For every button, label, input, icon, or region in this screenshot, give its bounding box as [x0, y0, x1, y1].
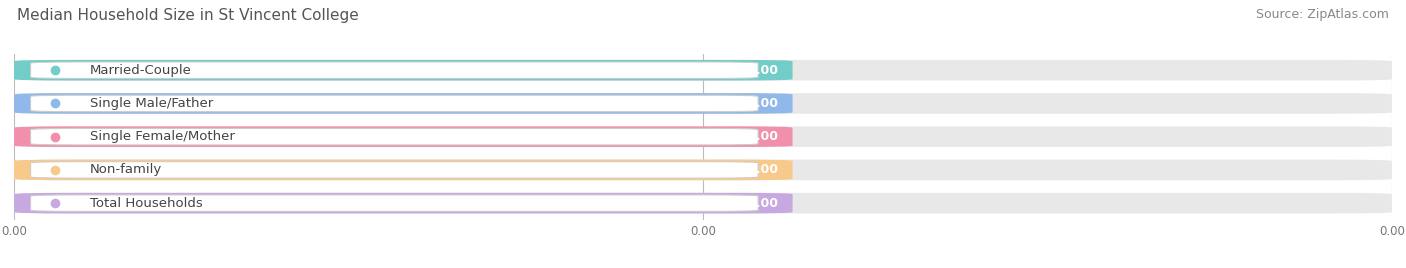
FancyBboxPatch shape	[14, 160, 1392, 180]
FancyBboxPatch shape	[14, 60, 1392, 80]
FancyBboxPatch shape	[14, 93, 793, 114]
Text: 0.00: 0.00	[748, 130, 779, 143]
Text: Single Male/Father: Single Male/Father	[90, 97, 214, 110]
FancyBboxPatch shape	[14, 193, 793, 213]
FancyBboxPatch shape	[31, 162, 758, 178]
Text: Source: ZipAtlas.com: Source: ZipAtlas.com	[1256, 8, 1389, 21]
Text: 0.00: 0.00	[748, 97, 779, 110]
FancyBboxPatch shape	[14, 126, 1392, 147]
FancyBboxPatch shape	[31, 195, 758, 211]
FancyBboxPatch shape	[31, 128, 758, 145]
FancyBboxPatch shape	[31, 95, 758, 112]
FancyBboxPatch shape	[31, 62, 758, 79]
FancyBboxPatch shape	[14, 193, 1392, 213]
FancyBboxPatch shape	[14, 93, 1392, 114]
FancyBboxPatch shape	[14, 60, 793, 80]
Text: Total Households: Total Households	[90, 197, 202, 210]
FancyBboxPatch shape	[14, 126, 793, 147]
Text: Single Female/Mother: Single Female/Mother	[90, 130, 235, 143]
Text: Median Household Size in St Vincent College: Median Household Size in St Vincent Coll…	[17, 8, 359, 23]
Text: 0.00: 0.00	[748, 163, 779, 176]
Text: Married-Couple: Married-Couple	[90, 64, 191, 77]
Text: 0.00: 0.00	[748, 64, 779, 77]
FancyBboxPatch shape	[14, 160, 793, 180]
Text: 0.00: 0.00	[748, 197, 779, 210]
Text: Non-family: Non-family	[90, 163, 162, 176]
